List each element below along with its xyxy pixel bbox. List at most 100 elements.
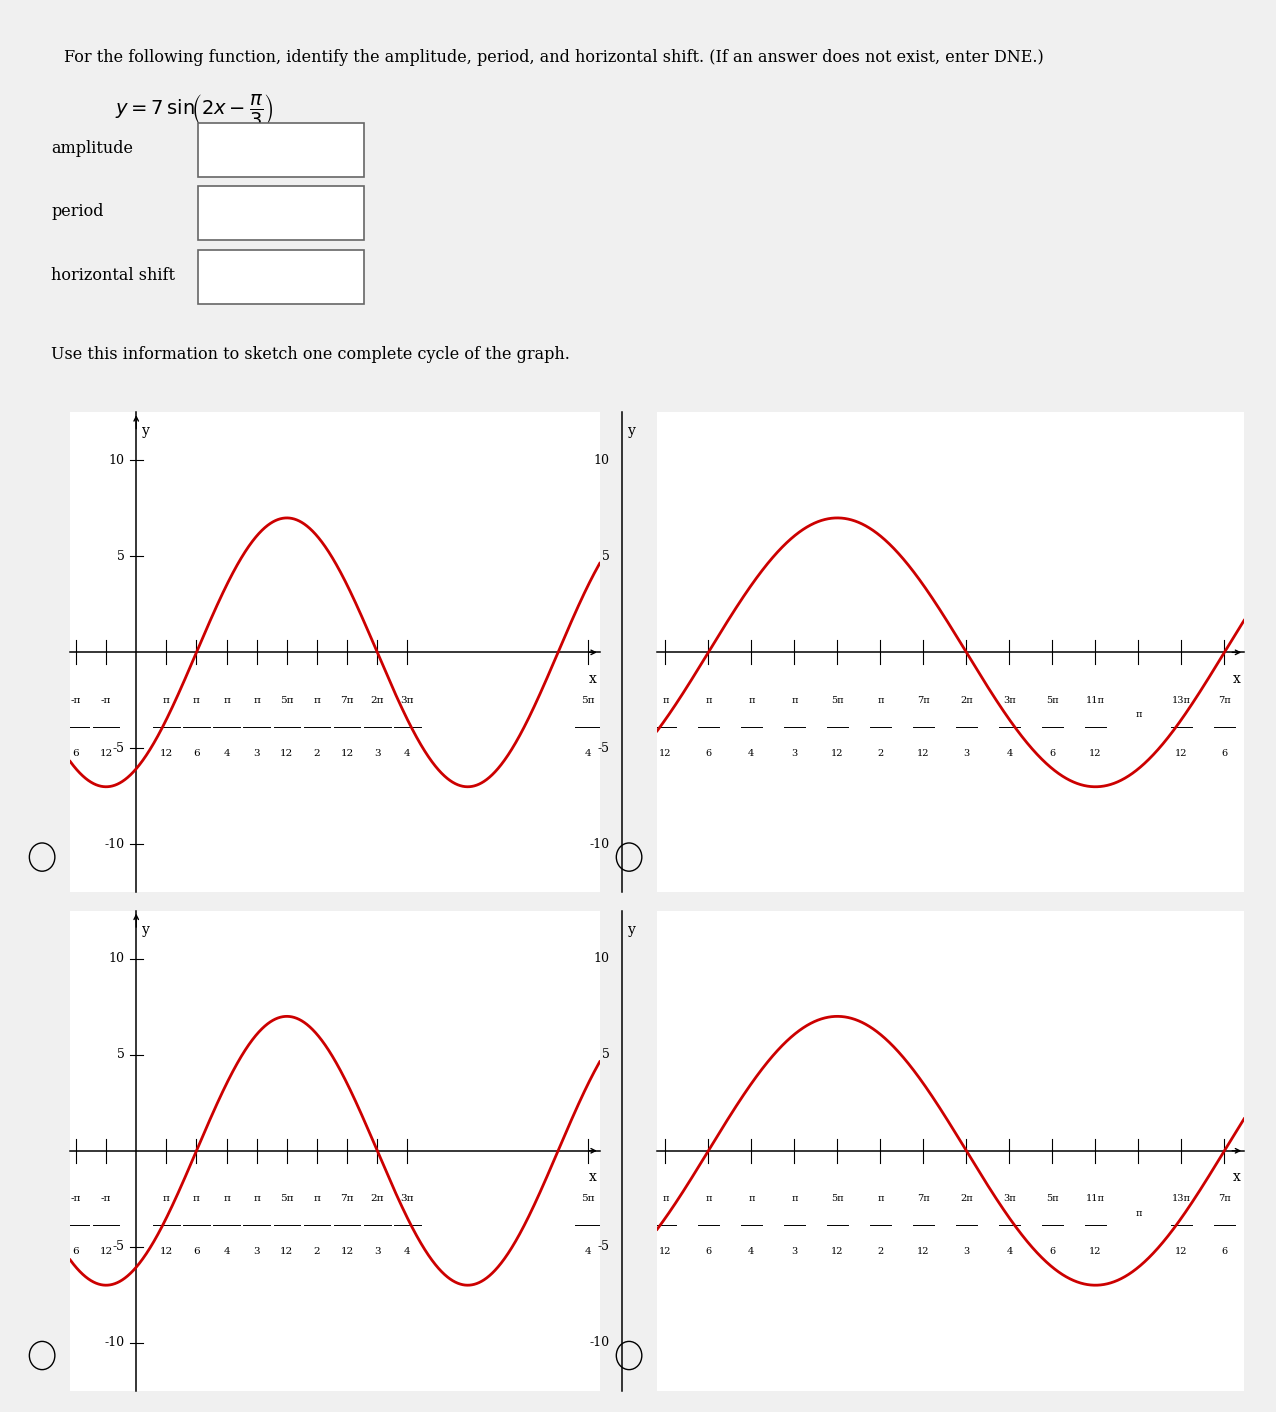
Text: 6: 6 bbox=[1049, 748, 1055, 758]
Text: 7π: 7π bbox=[341, 696, 353, 705]
Text: 12: 12 bbox=[100, 748, 112, 758]
Text: π: π bbox=[1136, 710, 1142, 719]
Text: 12: 12 bbox=[341, 748, 353, 758]
Text: 12: 12 bbox=[660, 748, 671, 758]
Text: period: period bbox=[51, 203, 103, 220]
Text: 3: 3 bbox=[963, 748, 970, 758]
Text: y: y bbox=[142, 424, 149, 438]
Text: x: x bbox=[1234, 672, 1242, 686]
Text: 4: 4 bbox=[584, 748, 592, 758]
Text: 3: 3 bbox=[791, 748, 798, 758]
Text: 4: 4 bbox=[223, 1247, 230, 1257]
Text: x: x bbox=[590, 672, 597, 686]
Text: 6: 6 bbox=[1049, 1247, 1055, 1257]
Text: 12: 12 bbox=[917, 1247, 930, 1257]
Text: 12: 12 bbox=[1090, 1247, 1101, 1257]
Text: 4: 4 bbox=[404, 1247, 411, 1257]
Text: 6: 6 bbox=[1221, 1247, 1228, 1257]
Text: 2π: 2π bbox=[370, 696, 384, 705]
Text: 12: 12 bbox=[281, 1247, 293, 1257]
Text: 12: 12 bbox=[831, 748, 843, 758]
Text: 10: 10 bbox=[108, 952, 125, 966]
Text: 7π: 7π bbox=[917, 1195, 930, 1203]
Text: y: y bbox=[628, 923, 637, 936]
Text: π: π bbox=[193, 1195, 200, 1203]
Text: π: π bbox=[254, 1195, 260, 1203]
Text: -5: -5 bbox=[112, 741, 125, 755]
Text: 6: 6 bbox=[73, 748, 79, 758]
Text: π: π bbox=[1136, 1209, 1142, 1217]
Text: 12: 12 bbox=[660, 1247, 671, 1257]
Text: 12: 12 bbox=[1175, 1247, 1188, 1257]
Text: -π: -π bbox=[101, 696, 111, 705]
Text: 6: 6 bbox=[193, 748, 200, 758]
Text: 7π: 7π bbox=[1219, 1195, 1230, 1203]
Text: π: π bbox=[163, 1195, 170, 1203]
Text: π: π bbox=[163, 696, 170, 705]
Text: 5π: 5π bbox=[1046, 696, 1059, 705]
Text: -10: -10 bbox=[590, 1336, 610, 1350]
Text: 5π: 5π bbox=[582, 1195, 595, 1203]
Text: 2: 2 bbox=[314, 748, 320, 758]
Text: -10: -10 bbox=[105, 1336, 125, 1350]
Text: 2π: 2π bbox=[370, 1195, 384, 1203]
Text: 12: 12 bbox=[160, 748, 174, 758]
Text: π: π bbox=[748, 696, 754, 705]
Text: 12: 12 bbox=[281, 748, 293, 758]
Text: 12: 12 bbox=[160, 1247, 174, 1257]
Text: -π: -π bbox=[70, 1195, 82, 1203]
Text: π: π bbox=[662, 1195, 669, 1203]
Text: 11π: 11π bbox=[1086, 1195, 1105, 1203]
Text: 5: 5 bbox=[117, 549, 125, 563]
Text: 3: 3 bbox=[374, 1247, 380, 1257]
Text: 3π: 3π bbox=[401, 696, 415, 705]
Text: 4: 4 bbox=[748, 1247, 754, 1257]
Text: x: x bbox=[1234, 1171, 1242, 1185]
Text: π: π bbox=[223, 696, 230, 705]
Text: 5: 5 bbox=[602, 1048, 610, 1062]
Text: 2π: 2π bbox=[960, 1195, 972, 1203]
Text: amplitude: amplitude bbox=[51, 140, 133, 157]
Text: 4: 4 bbox=[584, 1247, 592, 1257]
Text: 3π: 3π bbox=[1003, 696, 1016, 705]
Text: 11π: 11π bbox=[1086, 696, 1105, 705]
Text: π: π bbox=[314, 696, 320, 705]
Text: 5π: 5π bbox=[1046, 1195, 1059, 1203]
Text: 2: 2 bbox=[877, 748, 883, 758]
Text: π: π bbox=[314, 1195, 320, 1203]
Text: π: π bbox=[791, 1195, 798, 1203]
Text: 6: 6 bbox=[193, 1247, 200, 1257]
Text: π: π bbox=[254, 696, 260, 705]
Text: 4: 4 bbox=[223, 748, 230, 758]
Text: 6: 6 bbox=[1221, 748, 1228, 758]
Text: For the following function, identify the amplitude, period, and horizontal shift: For the following function, identify the… bbox=[64, 49, 1044, 66]
Text: 10: 10 bbox=[108, 453, 125, 467]
Text: 12: 12 bbox=[100, 1247, 112, 1257]
Text: 7π: 7π bbox=[917, 696, 930, 705]
Text: π: π bbox=[223, 1195, 230, 1203]
Text: π: π bbox=[662, 696, 669, 705]
Text: 4: 4 bbox=[404, 748, 411, 758]
Text: horizontal shift: horizontal shift bbox=[51, 267, 175, 284]
Text: 5: 5 bbox=[602, 549, 610, 563]
Text: 13π: 13π bbox=[1171, 696, 1191, 705]
Text: π: π bbox=[791, 696, 798, 705]
Text: 2π: 2π bbox=[960, 696, 972, 705]
Text: -5: -5 bbox=[597, 741, 610, 755]
Text: 3: 3 bbox=[963, 1247, 970, 1257]
Text: 4: 4 bbox=[1007, 748, 1012, 758]
Text: 6: 6 bbox=[73, 1247, 79, 1257]
Text: 3: 3 bbox=[254, 748, 260, 758]
Text: π: π bbox=[706, 1195, 712, 1203]
Text: 12: 12 bbox=[1175, 748, 1188, 758]
Text: 5π: 5π bbox=[831, 696, 843, 705]
Text: 3: 3 bbox=[374, 748, 380, 758]
Text: x: x bbox=[590, 1171, 597, 1185]
Text: 5π: 5π bbox=[831, 1195, 843, 1203]
Text: 2: 2 bbox=[877, 1247, 883, 1257]
Text: 10: 10 bbox=[593, 952, 610, 966]
Text: -10: -10 bbox=[105, 837, 125, 851]
Text: y: y bbox=[628, 424, 637, 438]
Text: 12: 12 bbox=[1090, 748, 1101, 758]
Text: y: y bbox=[142, 923, 149, 936]
